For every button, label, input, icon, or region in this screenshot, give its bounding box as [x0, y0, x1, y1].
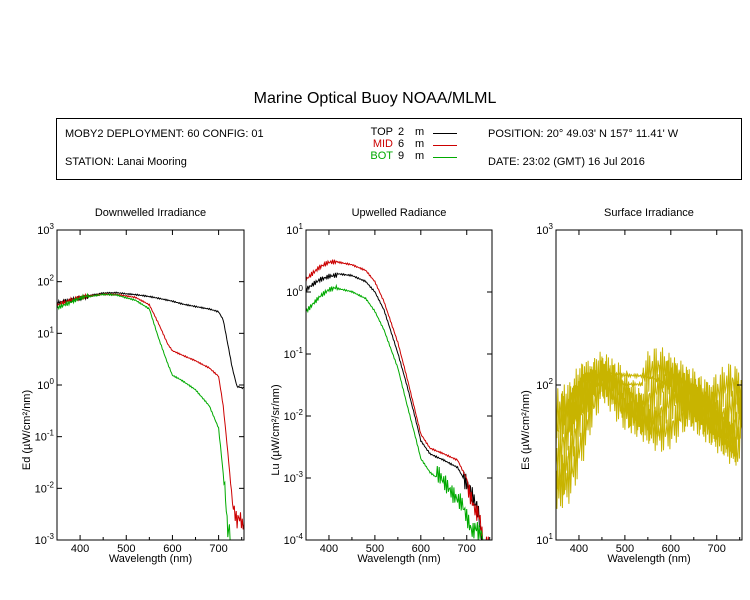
chart-panel-2: Upwelled Radiance 400 500 600 700 101 100 10-1 1…: [270, 207, 493, 565]
y-tick-label: 10-3: [35, 532, 55, 547]
y-tick-label: 101: [536, 532, 553, 547]
series-line-bot: [57, 292, 231, 540]
x-tick-label: 500: [366, 543, 384, 555]
y-tick-label: 102: [536, 377, 553, 392]
legend-line-mid: [433, 145, 457, 146]
date-text: DATE: 23:02 (GMT) 16 Jul 2016: [488, 156, 645, 168]
position-text: POSITION: 20° 49.03' N 157° 11.41' W: [488, 128, 679, 140]
plot-frame: [305, 229, 493, 541]
series-line-mid: [306, 259, 492, 540]
x-tick-label: 700: [209, 543, 227, 555]
panel-title: Upwelled Radiance: [352, 207, 447, 219]
y-tick-label: 10-2: [284, 408, 304, 423]
x-tick-label: 600: [163, 543, 181, 555]
x-tick-label: 700: [458, 543, 476, 555]
x-tick-label: 400: [71, 543, 89, 555]
legend-unit-top: m: [415, 126, 425, 138]
y-tick-label: 10-2: [35, 480, 55, 495]
y-tick-label: 100: [286, 284, 303, 299]
info-box: MOBY2 DEPLOYMENT: 60 CONFIG: 01 STATION:…: [56, 118, 742, 180]
series-line-es: [556, 358, 742, 509]
x-tick-label: 500: [117, 543, 135, 555]
x-tick-label: 500: [616, 543, 634, 555]
legend-depth-mid: 6: [398, 138, 405, 150]
y-axis-label: Ed (µW/cm²/nm): [21, 390, 33, 470]
y-tick-label: 10-1: [284, 346, 304, 361]
plot-frame: [56, 229, 245, 541]
x-axis-label: Wavelength (nm): [607, 553, 690, 565]
series-group: [57, 291, 244, 540]
y-axis-label: Es (µW/cm²/nm): [520, 390, 532, 470]
y-tick-label: 101: [37, 325, 54, 340]
deployment-text: MOBY2 DEPLOYMENT: 60 CONFIG: 01: [65, 128, 264, 140]
panel-title: Downwelled Irradiance: [95, 207, 206, 219]
chart-title: Marine Optical Buoy NOAA/MLML: [253, 90, 497, 107]
legend-line-top: [433, 133, 457, 134]
x-tick-label: 600: [662, 543, 680, 555]
legend-depth-top: 2: [398, 126, 405, 138]
y-tick-label: 102: [37, 274, 54, 289]
series-line-mid: [57, 292, 244, 530]
y-tick-label: 100: [37, 377, 54, 392]
y-axis-label: Lu (µW/cm²/sr/nm): [270, 384, 282, 475]
x-axis-label: Wavelength (nm): [109, 553, 192, 565]
y-tick-label: 101: [286, 222, 303, 237]
legend-name-mid: MID: [372, 138, 393, 150]
y-tick-label: 103: [536, 222, 553, 237]
x-tick-label: 600: [412, 543, 430, 555]
legend-name-bot: BOT: [370, 150, 393, 162]
panel-title: Surface Irradiance: [604, 207, 694, 219]
x-tick-label: 400: [320, 543, 338, 555]
series-group: [306, 259, 492, 540]
x-axis-label: Wavelength (nm): [357, 553, 440, 565]
chart-panel-3: Surface Irradiance 400 500 600 700 103 102 101 W…: [520, 207, 743, 565]
series-line-bot: [306, 283, 484, 540]
legend-unit-mid: m: [415, 138, 425, 150]
legend-line-bot: [433, 157, 457, 158]
legend-name-top: TOP: [370, 126, 393, 138]
y-tick-label: 10-1: [35, 429, 55, 444]
series-group: [556, 347, 742, 509]
chart-panel-1: Downwelled Irradiance 400 500 600 700 103 102 1…: [21, 207, 245, 565]
y-tick-label: 10-4: [284, 532, 304, 547]
x-tick-label: 700: [708, 543, 726, 555]
x-tick-label: 400: [570, 543, 588, 555]
y-tick-label: 10-3: [284, 470, 304, 485]
y-tick-label: 103: [37, 222, 54, 237]
legend-depth-bot: 9: [398, 150, 405, 162]
legend-unit-bot: m: [415, 150, 425, 162]
station-text: STATION: Lanai Mooring: [65, 156, 187, 168]
series-line-top: [306, 272, 492, 540]
